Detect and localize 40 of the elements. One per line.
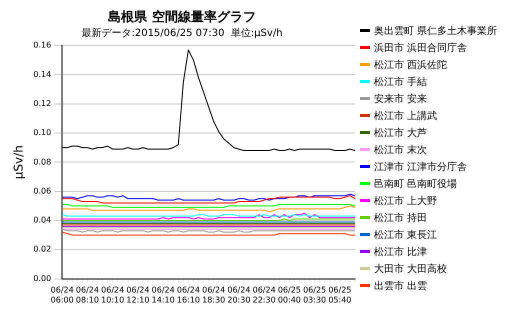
- x-tick-label: 06/24 18:30: [202, 286, 226, 304]
- x-tick-label: 06/24 20:30: [227, 286, 250, 304]
- legend-label: 大田市 大田高校: [374, 262, 448, 276]
- chart-title: 島根県 空間線量率グラフ: [108, 9, 256, 26]
- x-tick-label: 06/24 16:10: [176, 286, 200, 304]
- legend-label: 松江市 持田: [374, 212, 428, 224]
- y-tick-label: 0.12: [33, 98, 52, 108]
- x-tick-label: 06/24 14:10: [152, 286, 175, 304]
- legend-label: 奥出雲町 県仁多土木事業所: [374, 24, 498, 38]
- x-tick-label: 06/24 22:30: [252, 286, 276, 304]
- y-tick-label: 0.06: [33, 186, 52, 196]
- x-tick-label: 06/25 00:40: [278, 286, 301, 304]
- y-axis-title: μSv/h: [11, 145, 26, 180]
- legend-label: 松江市 東長江: [374, 228, 438, 242]
- chart-subtitle: 最新データ:2015/06/25 07:30 単位:μSv/h: [81, 27, 283, 40]
- x-tick-label: 06/25 05:40: [328, 286, 352, 304]
- y-tick-label: 0.10: [33, 128, 52, 138]
- legend-label: 松江市 上講武: [374, 110, 438, 122]
- x-tick-label: 06/24 08:10: [76, 286, 99, 304]
- legend-label: 松江市 末次: [374, 144, 428, 156]
- legend-label: 松江市 手結: [374, 76, 428, 88]
- y-tick-label: 0.02: [33, 244, 52, 254]
- y-tick-label: 0.16: [33, 40, 52, 50]
- legend-label: 浜田市 浜田合同庁舎: [374, 42, 468, 54]
- legend-label: 松江市 西浜佐陀: [374, 58, 448, 72]
- x-tick-label: 06/24 12:10: [126, 286, 150, 304]
- x-tick-label: 06/24 06:00: [50, 286, 74, 304]
- legend-label: 江津市 江津市分庁舎: [374, 160, 468, 174]
- y-tick-label: 0.04: [33, 216, 52, 225]
- x-tick-label: 06/24 10:10: [101, 286, 124, 304]
- legend-label: 邑南町 邑南町役場: [374, 178, 458, 190]
- y-tick-label: 0.14: [33, 70, 52, 79]
- legend-label: 松江市 比津: [374, 246, 428, 258]
- y-tick-label: 0.00: [33, 274, 52, 283]
- legend-label: 出雲市 出雲: [374, 280, 428, 292]
- legend-label: 松江市 上大野: [374, 194, 438, 208]
- x-tick-label: 06/25 03:30: [303, 286, 326, 304]
- legend-label: 松江市 大芦: [374, 126, 428, 140]
- legend-label: 安来市 安来: [374, 92, 428, 106]
- y-tick-label: 0.08: [33, 157, 52, 166]
